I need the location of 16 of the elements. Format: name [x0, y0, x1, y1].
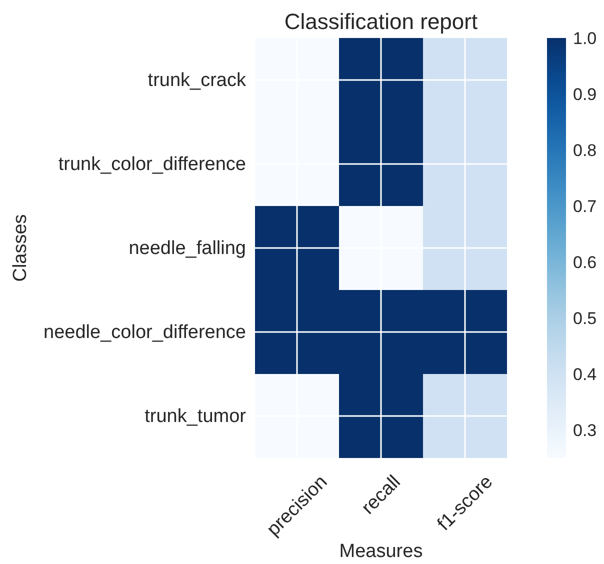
y-tick-label: needle_color_difference [44, 322, 246, 342]
y-tick-label: trunk_color_difference [58, 154, 246, 174]
color-bar-label: 0.8 [573, 140, 597, 160]
color-bar-label: 0.3 [573, 420, 597, 440]
color-bar-label: 0.7 [573, 196, 597, 216]
y-axis-title: Classes [10, 214, 30, 282]
color-bar-label: 1.0 [573, 28, 597, 48]
color-bar-label: 0.5 [573, 308, 597, 328]
y-tick-label: trunk_tumor [144, 406, 247, 426]
color-bar-label: 0.4 [573, 364, 597, 384]
color-bar-label: 0.6 [573, 252, 597, 272]
y-tick-label: needle_falling [128, 238, 246, 258]
color-bar-label: 0.9 [573, 84, 597, 104]
y-tick-label: trunk_crack [148, 70, 246, 90]
chart-title: Classification report [284, 8, 478, 34]
x-axis-title: Measures [339, 540, 423, 562]
